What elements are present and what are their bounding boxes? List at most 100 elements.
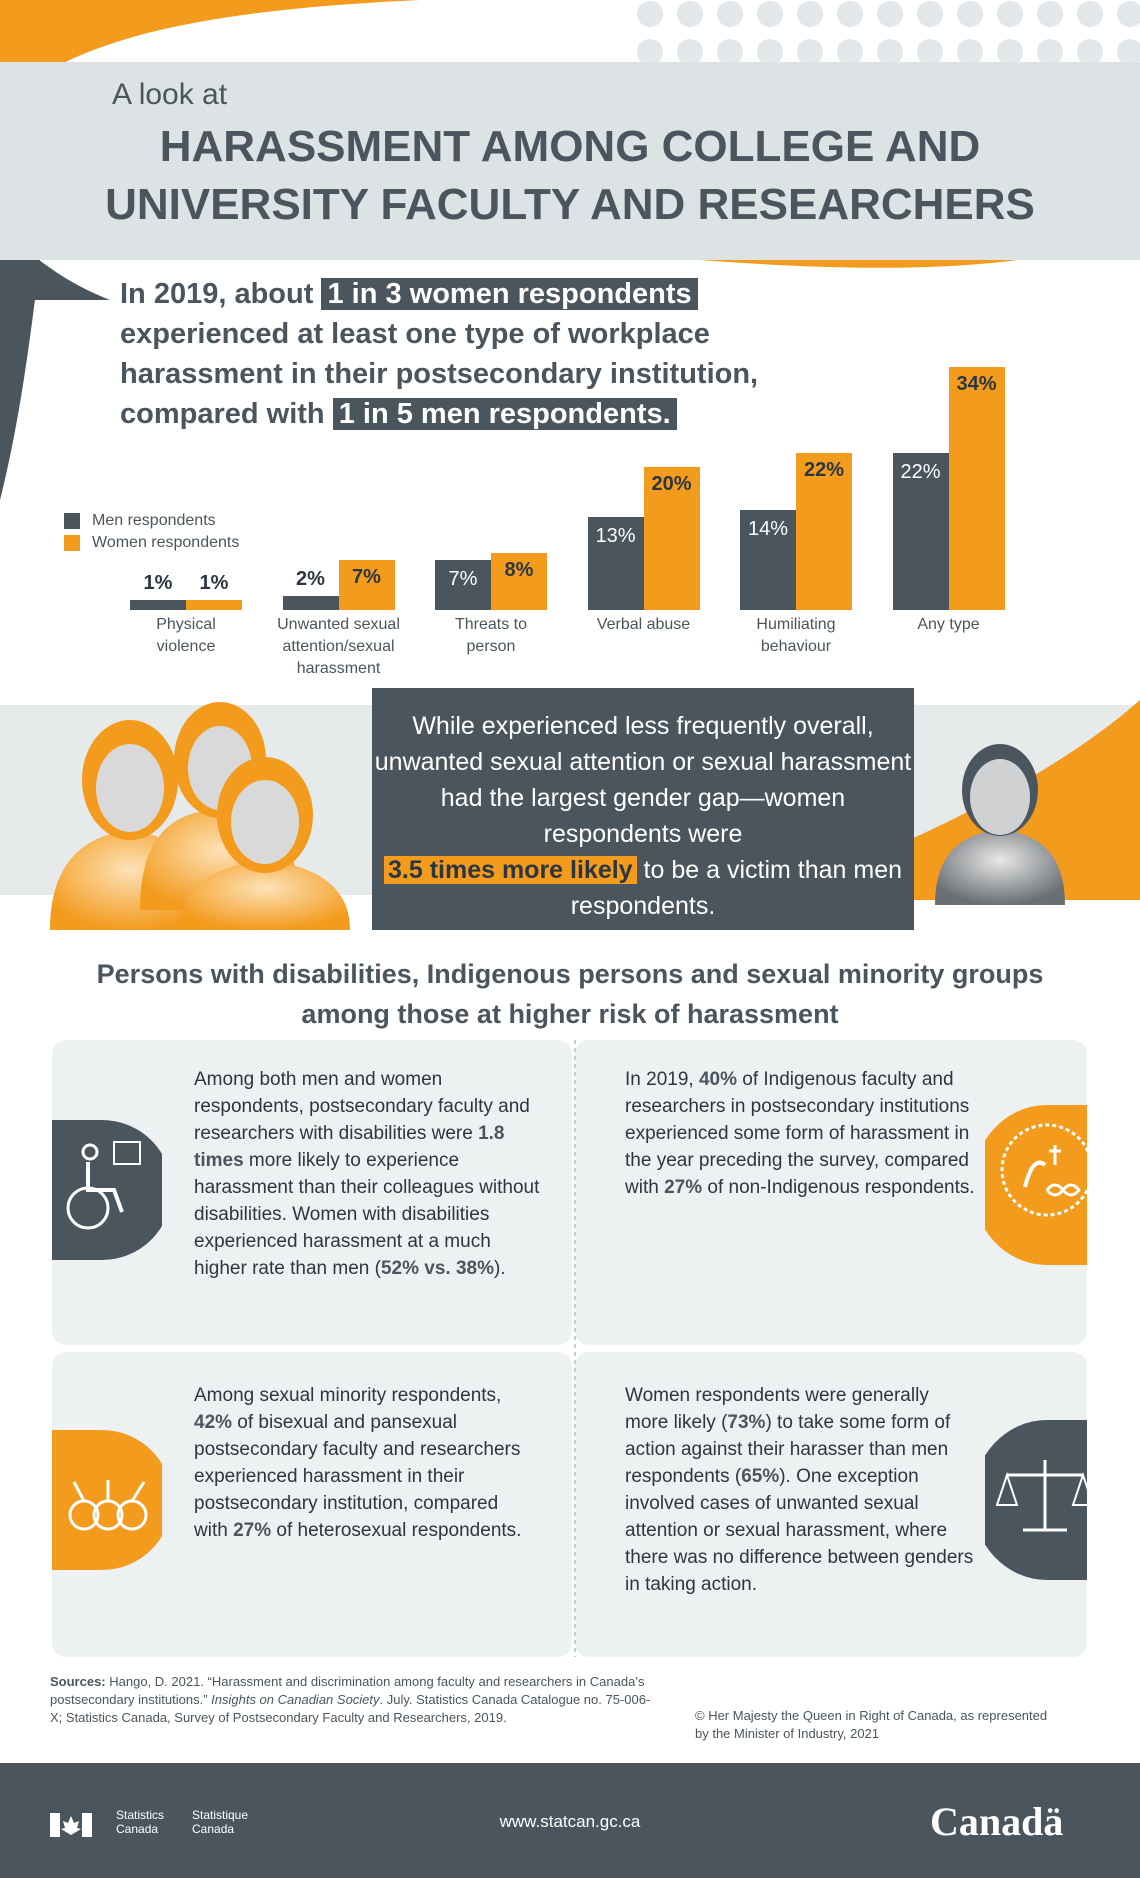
man-figure-icon — [935, 744, 1065, 905]
bar-men-1 — [282, 595, 339, 610]
text: ). One exception involved cases of unwan… — [625, 1466, 974, 1595]
title-line-2: UNIVERSITY FACULTY AND RESEARCHERS — [105, 180, 1035, 229]
text: ). — [493, 1258, 506, 1279]
value-label-men-1: 2% — [296, 567, 325, 590]
gender-symbols-icon — [52, 1430, 162, 1570]
bar-chart: 1% 1% Physical violence 2% 7% Unwanted sexual a… — [0, 0, 1140, 700]
category-label-line: behaviour — [760, 638, 832, 655]
bar-men-2 — [435, 559, 491, 610]
category-label-line: Humiliating — [756, 616, 836, 633]
card-disabilities: Among both men and women respondents, po… — [52, 1040, 572, 1345]
bar-women-3 — [643, 467, 700, 610]
page-title: HARASSMENT AMONG COLLEGE AND UNIVERSITY … — [0, 118, 1140, 234]
callout-text-2: to be a victim than men respondents. — [570, 856, 902, 920]
stat: 73% — [727, 1412, 766, 1433]
card-action-text: Women respondents were generally more li… — [625, 1382, 975, 1598]
category-label-5: Any type — [863, 614, 1035, 636]
website-link[interactable]: www.statcan.gc.ca — [499, 1812, 641, 1831]
legend-item-men: Men respondents — [64, 510, 239, 532]
category-label-2: Threats to person — [405, 614, 577, 658]
sources-publication: Insights on Canadian Society — [211, 1692, 380, 1707]
card-disabilities-text: Among both men and women respondents, po… — [194, 1066, 544, 1282]
women-figures-icon — [50, 702, 350, 930]
text: Statistics — [116, 1808, 165, 1822]
text: ) to take some form of action against th… — [625, 1412, 951, 1487]
lead-text-2: experienced at least one type of workpla… — [120, 318, 759, 430]
agency-name-fr: Statistique Canada — [192, 1808, 248, 1836]
value-label-women-5: 34% — [956, 372, 997, 395]
value-label-women-3: 20% — [651, 473, 692, 495]
text: of bisexual and pansexual postsecondary … — [194, 1412, 521, 1541]
scales-of-justice-icon — [985, 1420, 1087, 1580]
category-label-4: Humiliating behaviour — [710, 614, 882, 658]
card-sexual-minority-text: Among sexual minority respondents, 42% o… — [194, 1382, 534, 1544]
lead-highlight-women: 1 in 3 women respondents — [321, 278, 698, 310]
stat: 42% — [194, 1412, 233, 1433]
value-label-women-2: 8% — [504, 558, 534, 581]
bar-men-4 — [740, 509, 796, 610]
sources-text-2: . July. Statistics Canada Catalogue no. … — [50, 1692, 651, 1725]
canada-flag-icon — [50, 1813, 92, 1837]
bar-men-5 — [892, 452, 949, 610]
indigenous-symbol-icon — [985, 1105, 1087, 1265]
value-label-women-0: 1% — [199, 572, 229, 594]
header-band — [0, 62, 1140, 260]
legend-swatch-men — [64, 513, 80, 529]
value-label-women-1: 7% — [352, 565, 381, 588]
callout-text-1: While experienced less frequently overal… — [374, 712, 912, 848]
pre-title: A look at — [112, 78, 228, 111]
category-label-line: violence — [156, 638, 216, 655]
value-label-men-2: 7% — [448, 567, 478, 590]
wheelchair-icon — [52, 1120, 162, 1260]
bar-women-0 — [186, 600, 242, 610]
category-label-line: harassment — [296, 660, 381, 677]
category-label-line: person — [466, 638, 516, 655]
stat: 1.8 times — [194, 1123, 505, 1171]
stat: 27% — [664, 1177, 703, 1198]
bar-women-5 — [948, 366, 1005, 610]
category-label-line: Verbal abuse — [596, 616, 691, 633]
bar-women-4 — [796, 452, 852, 610]
category-label-line: Threats to — [454, 616, 528, 633]
bar-women-2 — [491, 552, 547, 610]
lead-text-1: In 2019, about — [120, 278, 322, 310]
callout-emphasis: 3.5 times more likely — [384, 856, 637, 884]
text: Among sexual minority respondents, — [194, 1385, 502, 1406]
title-line-1: HARASSMENT AMONG COLLEGE AND — [159, 122, 981, 171]
category-label-line: Unwanted sexual — [277, 616, 400, 633]
canada-wordmark: Canadä — [930, 1799, 1064, 1844]
value-label-women-4: 22% — [803, 458, 845, 481]
text: Canada — [116, 1822, 159, 1836]
category-label-line: Physical — [156, 616, 216, 633]
category-label-0: Physical violence — [100, 614, 272, 658]
value-label-men-3: 13% — [595, 525, 636, 548]
bar-men-3 — [587, 517, 644, 610]
value-label-men-5: 22% — [900, 460, 941, 483]
lead-statement: In 2019, about 1 in 3 women respondents … — [120, 274, 840, 434]
card-indigenous-text: In 2019, 40% of Indigenous faculty and r… — [625, 1066, 975, 1201]
legend-label-women: Women respondents — [92, 534, 240, 551]
copyright-note: © Her Majesty the Queen in Right of Cana… — [695, 1708, 1048, 1741]
footer — [0, 1763, 1140, 1878]
stat: 52% vs. 38% — [380, 1258, 494, 1279]
legend-item-women: Women respondents — [64, 532, 239, 554]
decorative-dot-pattern — [637, 1, 1140, 65]
text: of Indigenous faculty and researchers in… — [625, 1069, 970, 1198]
text: Women respondents were generally more li… — [625, 1385, 929, 1433]
category-label-3: Verbal abuse — [558, 614, 730, 636]
decorative-triangle — [0, 260, 40, 500]
stat: 27% — [233, 1520, 272, 1541]
chart-legend: Men respondents Women respondents — [64, 510, 239, 554]
text: more likely to experience harassment tha… — [194, 1150, 540, 1279]
callout-box: While experienced less frequently overal… — [372, 688, 914, 930]
section-heading-line-2: among those at higher risk of harassment — [301, 999, 839, 1029]
value-label-men-0: 1% — [143, 572, 173, 594]
stat: 40% — [698, 1069, 737, 1090]
sources-label: Sources: — [50, 1674, 106, 1689]
text: Statistique — [192, 1808, 249, 1822]
text: of non-Indigenous respondents. — [702, 1177, 975, 1198]
bar-men-0 — [130, 600, 186, 610]
text: of heterosexual respondents. — [271, 1520, 522, 1541]
section-heading: Persons with disabilities, Indigenous pe… — [0, 954, 1140, 1034]
lead-highlight-men: 1 in 5 men respondents. — [332, 398, 677, 430]
